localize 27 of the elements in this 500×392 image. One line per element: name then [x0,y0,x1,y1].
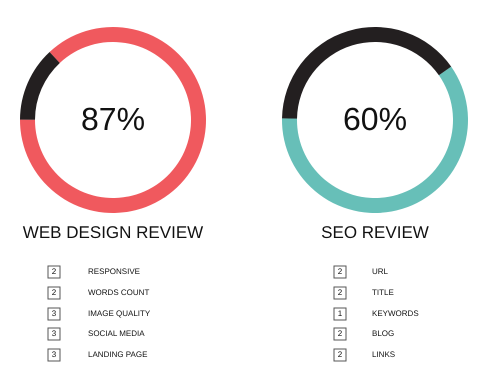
text: 3 [52,329,57,338]
text: RESPONSIVE [88,267,140,276]
donut-slice [282,66,468,213]
text: TITLE [372,288,394,297]
text: 2 [338,350,343,359]
text: 3 [52,350,57,359]
text: BLOG [372,329,394,338]
text: WEB DESIGN REVIEW [22,223,204,242]
text: WORDS COUNT [88,288,150,297]
text: URL [372,267,389,276]
text: 2 [338,267,343,276]
text: IMAGE QUALITY [88,309,151,318]
text: SOCIAL MEDIA [88,329,146,338]
text: 2 [52,267,57,276]
text: 2 [338,288,343,297]
text: LANDING PAGE [88,350,148,359]
text: 3 [52,309,57,318]
donut-slice [20,27,206,213]
donut-slice [20,52,60,120]
text: KEYWORDS [372,309,419,318]
text: 2 [338,329,343,338]
text: 60% [342,101,408,137]
text: 2 [52,288,57,297]
text: LINKS [372,350,396,359]
text: SEO REVIEW [321,223,429,242]
text: 87% [80,101,146,137]
text: 1 [338,309,343,318]
